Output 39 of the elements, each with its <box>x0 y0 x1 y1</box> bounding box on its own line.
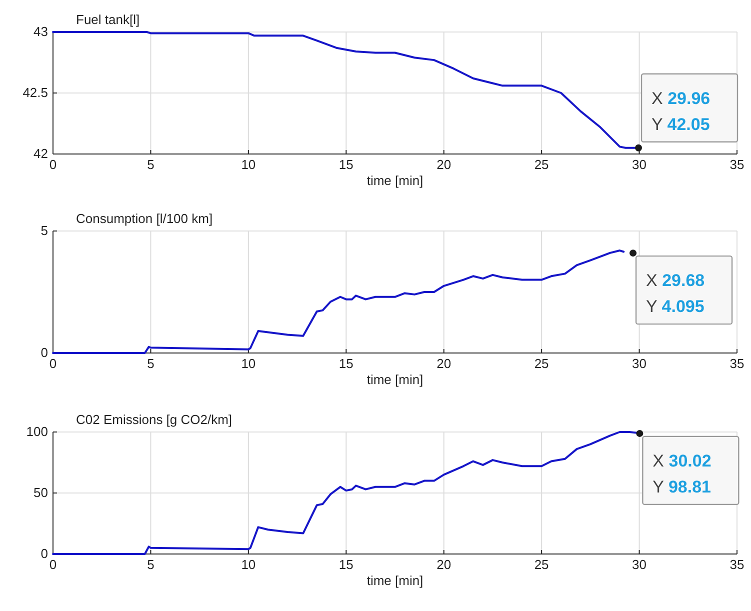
x-tick-label: 10 <box>241 557 256 572</box>
y-tick-label: 0 <box>40 546 48 561</box>
x-tick-label: 35 <box>730 356 744 371</box>
x-tick-label: 20 <box>436 356 452 371</box>
x-tick-label: 30 <box>632 157 647 172</box>
x-tick-label: 25 <box>534 157 549 172</box>
y-tick-label: 5 <box>40 223 48 238</box>
x-tick-label: 10 <box>241 356 256 371</box>
x-tick-label: 25 <box>534 557 549 572</box>
y-tick-label: 0 <box>40 345 48 360</box>
y-tick-label: 43 <box>34 24 48 39</box>
x-tick-label: 35 <box>730 157 744 172</box>
x-tick-label: 25 <box>534 356 549 371</box>
x-tick-label: 15 <box>338 557 354 572</box>
x-tick-label: 5 <box>147 557 154 572</box>
x-tick-label: 15 <box>338 157 354 172</box>
y-tick-label: 42 <box>34 146 48 161</box>
x-axis-title: time [min] <box>366 372 424 387</box>
x-tick-label: 30 <box>632 557 647 572</box>
line-series <box>52 250 625 354</box>
x-tick-label: 15 <box>338 356 354 371</box>
x-tick-label: 10 <box>241 157 256 172</box>
y-tick-label: 42.5 <box>22 85 48 100</box>
x-tick-label: 5 <box>147 157 154 172</box>
annotation: X 29.96 Y 42.05 <box>652 88 710 134</box>
y-tick-label: 50 <box>34 485 48 500</box>
x-axis-title: time [min] <box>366 173 424 188</box>
x-tick-label: 30 <box>632 356 647 371</box>
chart-title: C02 Emissions [g CO2/km] <box>76 412 232 427</box>
y-tick-label: 100 <box>26 424 48 439</box>
x-axis-title: time [min] <box>366 573 424 588</box>
annotation: X 29.68 Y 4.095 <box>646 271 705 316</box>
x-tick-label: 35 <box>730 557 744 572</box>
chart-title: Fuel tank[l] <box>76 12 140 27</box>
x-tick-label: 20 <box>436 157 452 172</box>
chart-title: Consumption [l/100 km] <box>76 211 213 226</box>
x-tick-label: 5 <box>147 356 154 371</box>
x-tick-label: 20 <box>436 557 452 572</box>
annotation: X 30.02 Y 98.81 <box>652 451 712 496</box>
